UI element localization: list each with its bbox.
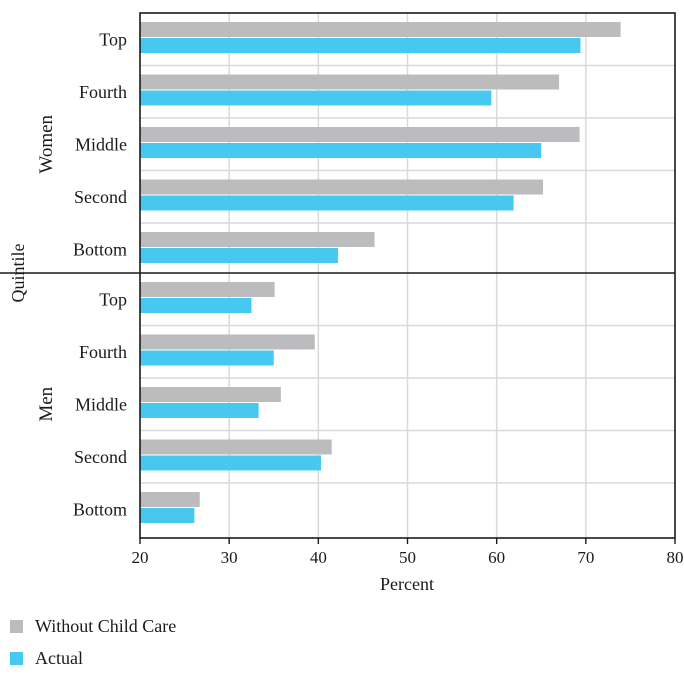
category-label: Middle xyxy=(75,134,127,154)
category-label: Second xyxy=(74,447,127,467)
category-label: Fourth xyxy=(79,342,127,362)
bar-without-child-care xyxy=(140,387,281,402)
bar-actual xyxy=(140,455,322,471)
x-tick-label: 70 xyxy=(577,548,594,567)
bar-actual xyxy=(140,248,338,263)
plot-frame xyxy=(0,12,676,544)
bar-actual xyxy=(140,508,195,523)
bar-actual xyxy=(140,38,581,53)
legend-swatch-blue xyxy=(10,651,23,665)
category-label: Top xyxy=(99,289,127,309)
legend: Without Child Care Actual xyxy=(10,610,176,674)
x-tick-label: 60 xyxy=(488,548,505,567)
bar-without-child-care xyxy=(140,439,332,455)
legend-swatch-gray xyxy=(10,619,23,633)
bar-without-child-care xyxy=(140,22,621,37)
group-labels: Women Men xyxy=(36,114,57,421)
category-label: Top xyxy=(99,29,127,49)
x-tick-label: 20 xyxy=(132,548,149,567)
bar-without-child-care xyxy=(140,74,560,90)
category-label: Bottom xyxy=(73,239,127,259)
category-label: Fourth xyxy=(79,82,127,102)
bar-without-child-care xyxy=(140,334,315,350)
bar-actual xyxy=(140,350,274,366)
bar-chart: Top Fourth Middle Second Bottom Top Fourth Midd… xyxy=(0,12,684,594)
bar-actual xyxy=(140,90,492,106)
category-label: Second xyxy=(74,187,127,207)
bar-actual xyxy=(140,298,252,313)
legend-label: Without Child Care xyxy=(35,615,177,636)
x-tick-label: 40 xyxy=(310,548,327,567)
legend-item-without-child-care: Without Child Care xyxy=(10,610,176,642)
x-tick-label: 30 xyxy=(221,548,238,567)
bar-without-child-care xyxy=(140,179,544,195)
bar-without-child-care xyxy=(140,127,580,142)
category-label: Bottom xyxy=(73,499,127,519)
bar-without-child-care xyxy=(140,232,375,247)
category-label: Middle xyxy=(75,394,127,414)
bars xyxy=(140,22,621,523)
group-label: Women xyxy=(36,114,57,173)
x-tick-label: 80 xyxy=(667,548,684,567)
group-label: Men xyxy=(36,386,57,421)
y-axis-label: Quintile xyxy=(8,243,28,302)
bar-without-child-care xyxy=(140,282,275,297)
bar-actual xyxy=(140,143,542,158)
category-labels: Top Fourth Middle Second Bottom Top Fourth Midd… xyxy=(73,29,127,519)
bar-without-child-care xyxy=(140,492,200,507)
bar-actual xyxy=(140,195,514,211)
x-tick-labels: 20 30 40 50 60 70 80 xyxy=(132,548,684,567)
x-axis-label: Percent xyxy=(380,574,434,594)
x-tick-label: 50 xyxy=(399,548,416,567)
legend-label: Actual xyxy=(35,647,83,668)
bar-actual xyxy=(140,403,259,418)
legend-item-actual: Actual xyxy=(10,642,176,674)
